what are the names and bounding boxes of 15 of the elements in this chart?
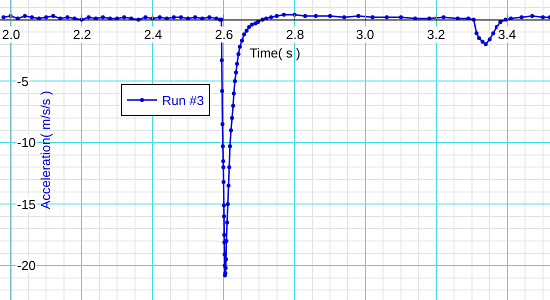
legend-label: Run #3: [162, 93, 204, 108]
x-axis-title: Time( s ): [250, 45, 300, 60]
y-axis-title: Acceleration( m/s/s ): [38, 90, 54, 210]
y-tick-label: -5: [17, 74, 29, 89]
x-tick-label: 2.6: [215, 27, 234, 42]
x-tick-label: 2.2: [73, 27, 92, 42]
x-tick-label: 2.8: [286, 27, 304, 42]
y-tick-label: -10: [17, 135, 36, 150]
y-tick-label: -15: [17, 197, 36, 212]
x-tick-label: 2.0: [2, 27, 20, 42]
y-tick-label: -20: [17, 258, 36, 273]
x-tick-label: 3.0: [356, 27, 374, 42]
x-tick-label: 3.4: [498, 27, 516, 42]
x-tick-label: 2.4: [144, 27, 162, 42]
x-tick-label: 3.2: [427, 27, 446, 42]
